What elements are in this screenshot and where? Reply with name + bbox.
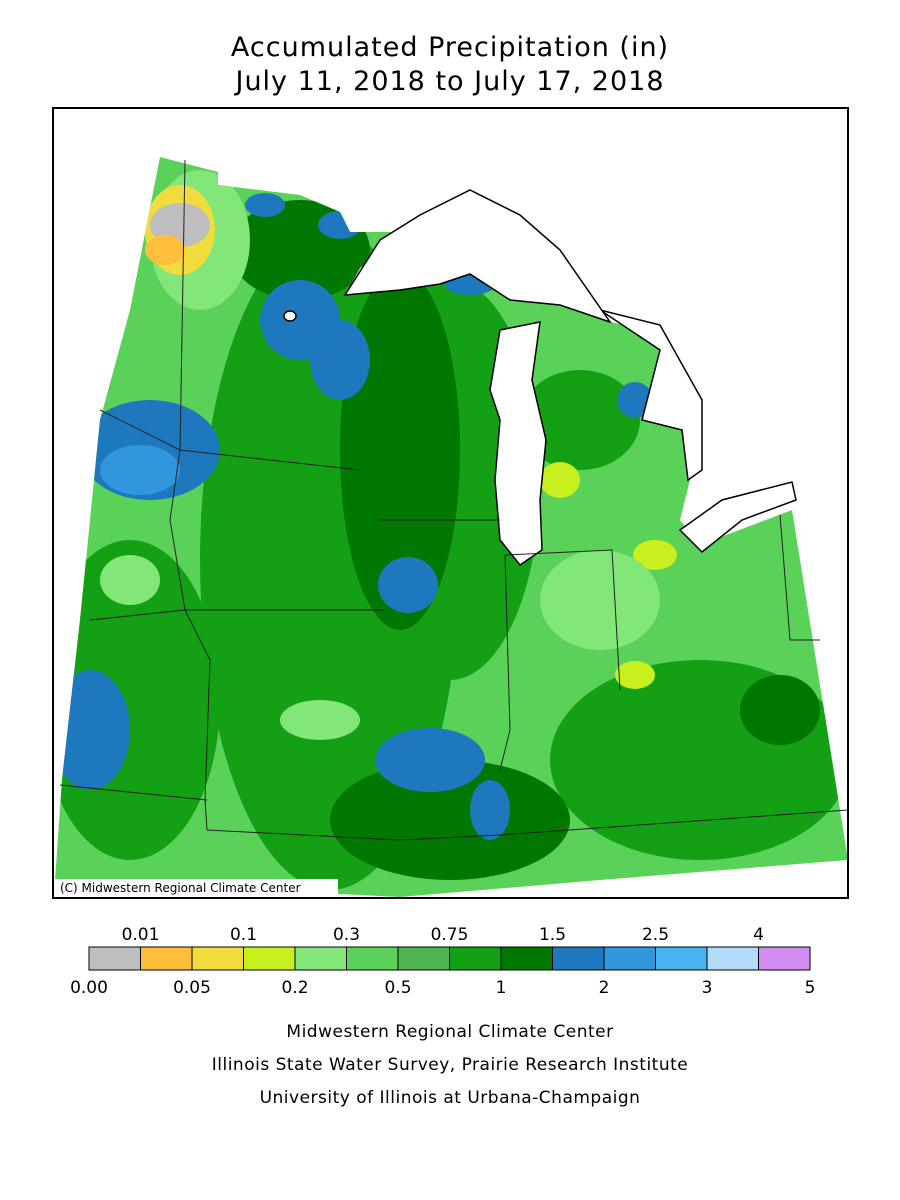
- legend-swatch: [552, 946, 605, 971]
- legend-swatch: [191, 946, 244, 971]
- title: Accumulated Precipitation (in): [231, 32, 669, 63]
- legend-swatch: [294, 946, 347, 971]
- legend-label: 0.75: [431, 925, 469, 945]
- footer-line: Illinois State Water Survey, Prairie Res…: [212, 1055, 688, 1075]
- legend-label: 0.5: [384, 978, 411, 998]
- legend-swatch: [346, 946, 399, 971]
- legend-label: 5: [805, 978, 816, 998]
- legend-label: 2.5: [642, 925, 669, 945]
- legend-swatch: [655, 946, 708, 971]
- water-bodies: [283, 189, 797, 567]
- legend-swatch: [140, 946, 193, 971]
- legend-swatch: [706, 946, 759, 971]
- legend-label: 2: [599, 978, 610, 998]
- legend-label: 3: [702, 978, 713, 998]
- credit: (C) Midwestern Regional Climate Center: [60, 881, 301, 895]
- legend-swatch: [758, 946, 811, 971]
- legend-swatch: [500, 946, 553, 971]
- legend-label: 1.5: [539, 925, 566, 945]
- legend-label: 0.01: [122, 925, 160, 945]
- map-frame: [52, 107, 849, 899]
- legend-label: 0.2: [281, 978, 308, 998]
- legend-label: 0.1: [230, 925, 257, 945]
- state-borders: [59, 159, 849, 841]
- legend-swatch: [397, 946, 450, 971]
- legend-label: 0.3: [333, 925, 360, 945]
- legend-label: 1: [496, 978, 507, 998]
- legend-swatch: [88, 946, 141, 971]
- legend-swatch: [603, 946, 656, 971]
- subtitle: July 11, 2018 to July 17, 2018: [233, 66, 664, 97]
- footer-line: University of Illinois at Urbana-Champai…: [260, 1088, 641, 1108]
- legend: 0.00 0.01 0.05 0.1 0.2 0.3 0.5 0.75 1 1.5 2 2.5 3 4 5: [70, 925, 815, 998]
- credit-box: [55, 879, 338, 897]
- legend-swatch: [449, 946, 502, 971]
- legend-label: 0.00: [70, 978, 108, 998]
- legend-swatch: [243, 946, 296, 971]
- legend-label: 0.05: [173, 978, 211, 998]
- legend-label: 4: [753, 925, 764, 945]
- footer-line: Midwestern Regional Climate Center: [286, 1022, 613, 1042]
